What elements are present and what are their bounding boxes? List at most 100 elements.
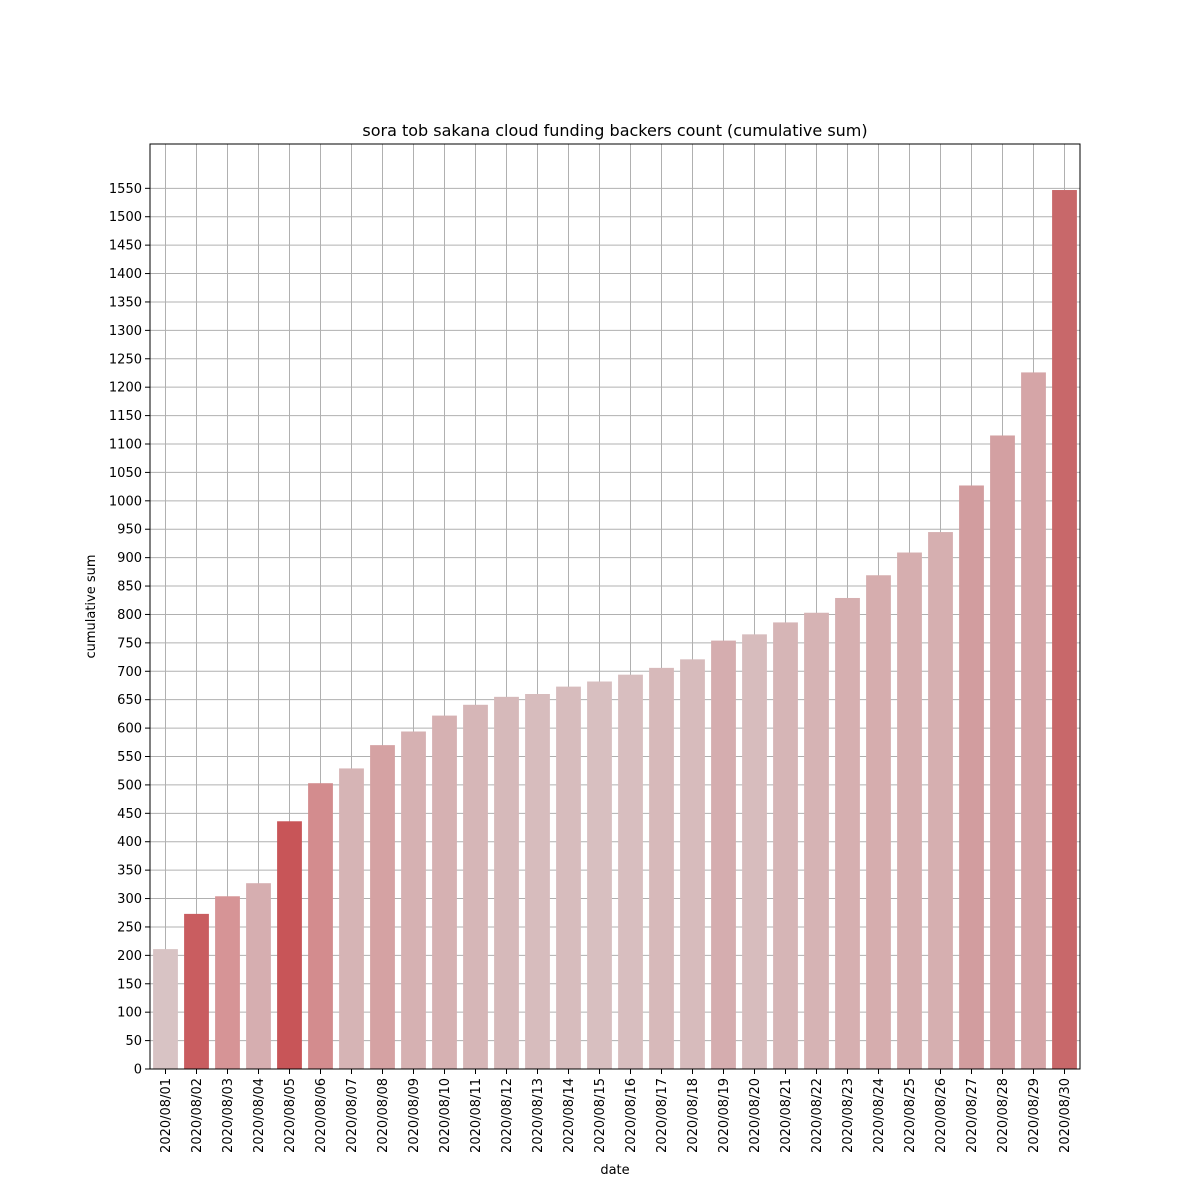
bar — [959, 485, 984, 1069]
x-tick-label: 2020/08/13 — [531, 1078, 546, 1153]
y-tick-label: 550 — [117, 750, 142, 765]
y-tick-label: 100 — [117, 1006, 142, 1021]
bar — [339, 768, 364, 1069]
bar — [773, 622, 798, 1069]
bar — [990, 435, 1015, 1069]
y-tick-label: 50 — [125, 1034, 142, 1049]
x-tick-label: 2020/08/16 — [624, 1078, 639, 1153]
y-tick-label: 450 — [117, 807, 142, 822]
x-tick-label: 2020/08/19 — [717, 1078, 732, 1153]
x-tick-label: 2020/08/29 — [1027, 1078, 1042, 1153]
y-tick-label: 1000 — [109, 494, 142, 509]
x-tick-label: 2020/08/24 — [872, 1078, 887, 1153]
bar — [246, 883, 271, 1069]
x-tick-label: 2020/08/10 — [438, 1078, 453, 1153]
x-tick-label: 2020/08/08 — [376, 1078, 391, 1153]
y-tick-label: 1500 — [109, 210, 142, 225]
x-tick-label: 2020/08/03 — [221, 1078, 236, 1153]
y-tick-label: 1150 — [109, 409, 142, 424]
bar — [649, 667, 674, 1069]
x-tick-label: 2020/08/02 — [190, 1078, 205, 1153]
x-tick-label: 2020/08/15 — [593, 1078, 608, 1153]
bar — [463, 704, 488, 1069]
bar — [587, 681, 612, 1069]
bar — [215, 896, 240, 1069]
bar — [711, 640, 736, 1069]
bar — [525, 694, 550, 1069]
x-tick-label: 2020/08/30 — [1058, 1078, 1073, 1153]
x-tick-label: 2020/08/01 — [159, 1078, 174, 1153]
bar — [618, 674, 643, 1069]
chart-title: sora tob sakana cloud funding backers co… — [362, 121, 867, 140]
x-ticks: 2020/08/01 2020/08/02 2020/08/03 2020/08/04… — [159, 1069, 1073, 1153]
y-tick-label: 1400 — [109, 267, 142, 282]
x-tick-label: 2020/08/27 — [965, 1078, 980, 1153]
bar — [153, 949, 178, 1069]
bar — [556, 686, 581, 1069]
x-tick-label: 2020/08/06 — [314, 1078, 329, 1153]
y-tick-label: 950 — [117, 523, 142, 538]
y-tick-label: 1300 — [109, 324, 142, 339]
bar — [928, 532, 953, 1069]
bar — [277, 821, 302, 1069]
bar — [804, 612, 829, 1069]
bar — [742, 634, 767, 1069]
y-tick-label: 400 — [117, 835, 142, 850]
x-tick-label: 2020/08/21 — [779, 1078, 794, 1153]
x-tick-label: 2020/08/12 — [500, 1078, 515, 1153]
bar — [1052, 190, 1077, 1070]
bar — [1021, 372, 1046, 1070]
x-tick-label: 2020/08/25 — [903, 1078, 918, 1153]
y-tick-label: 300 — [117, 892, 142, 907]
x-tick-label: 2020/08/05 — [283, 1078, 298, 1153]
bar — [897, 552, 922, 1069]
x-tick-label: 2020/08/22 — [810, 1078, 825, 1153]
y-tick-label: 0 — [134, 1063, 142, 1078]
x-tick-label: 2020/08/28 — [996, 1078, 1011, 1153]
bar — [432, 715, 457, 1069]
x-axis-title: date — [600, 1163, 629, 1178]
x-tick-label: 2020/08/17 — [655, 1078, 670, 1153]
x-tick-label: 2020/08/26 — [934, 1078, 949, 1153]
x-tick-label: 2020/08/23 — [841, 1078, 856, 1153]
bar — [835, 597, 860, 1069]
y-tick-label: 250 — [117, 920, 142, 935]
y-tick-label: 800 — [117, 608, 142, 623]
x-tick-label: 2020/08/09 — [407, 1078, 422, 1153]
y-tick-label: 900 — [117, 551, 142, 566]
plot-frame — [149, 143, 1081, 1070]
y-tick-label: 1100 — [109, 438, 142, 453]
bar — [308, 783, 333, 1069]
y-tick-label: 1550 — [109, 182, 142, 197]
x-tick-label: 2020/08/18 — [686, 1078, 701, 1153]
y-tick-label: 850 — [117, 580, 142, 595]
y-tick-label: 700 — [117, 665, 142, 680]
bar — [184, 913, 209, 1069]
bar — [401, 731, 426, 1069]
y-tick-label: 350 — [117, 864, 142, 879]
y-tick-label: 1200 — [109, 381, 142, 396]
y-tick-label: 200 — [117, 949, 142, 964]
y-axis-title: cumulative sum — [84, 554, 99, 658]
bar — [370, 745, 395, 1069]
x-tick-label: 2020/08/14 — [562, 1078, 577, 1153]
x-tick-label: 2020/08/20 — [748, 1078, 763, 1153]
y-tick-label: 1350 — [109, 295, 142, 310]
y-tick-label: 1050 — [109, 466, 142, 481]
x-tick-label: 2020/08/04 — [252, 1078, 267, 1153]
y-tick-label: 1250 — [109, 352, 142, 367]
y-tick-label: 750 — [117, 636, 142, 651]
bars — [153, 190, 1077, 1070]
bar — [494, 696, 519, 1069]
y-tick-label: 1450 — [109, 239, 142, 254]
y-tick-label: 600 — [117, 722, 142, 737]
y-tick-label: 500 — [117, 778, 142, 793]
y-ticks: 0 50 100 150 200 250 300 350 400 450 500 550 600 650 7… — [109, 182, 150, 1078]
bar — [680, 659, 705, 1069]
y-tick-label: 150 — [117, 977, 142, 992]
x-tick-label: 2020/08/11 — [469, 1078, 484, 1153]
bar — [866, 575, 891, 1069]
y-tick-label: 650 — [117, 693, 142, 708]
x-tick-label: 2020/08/07 — [345, 1078, 360, 1153]
